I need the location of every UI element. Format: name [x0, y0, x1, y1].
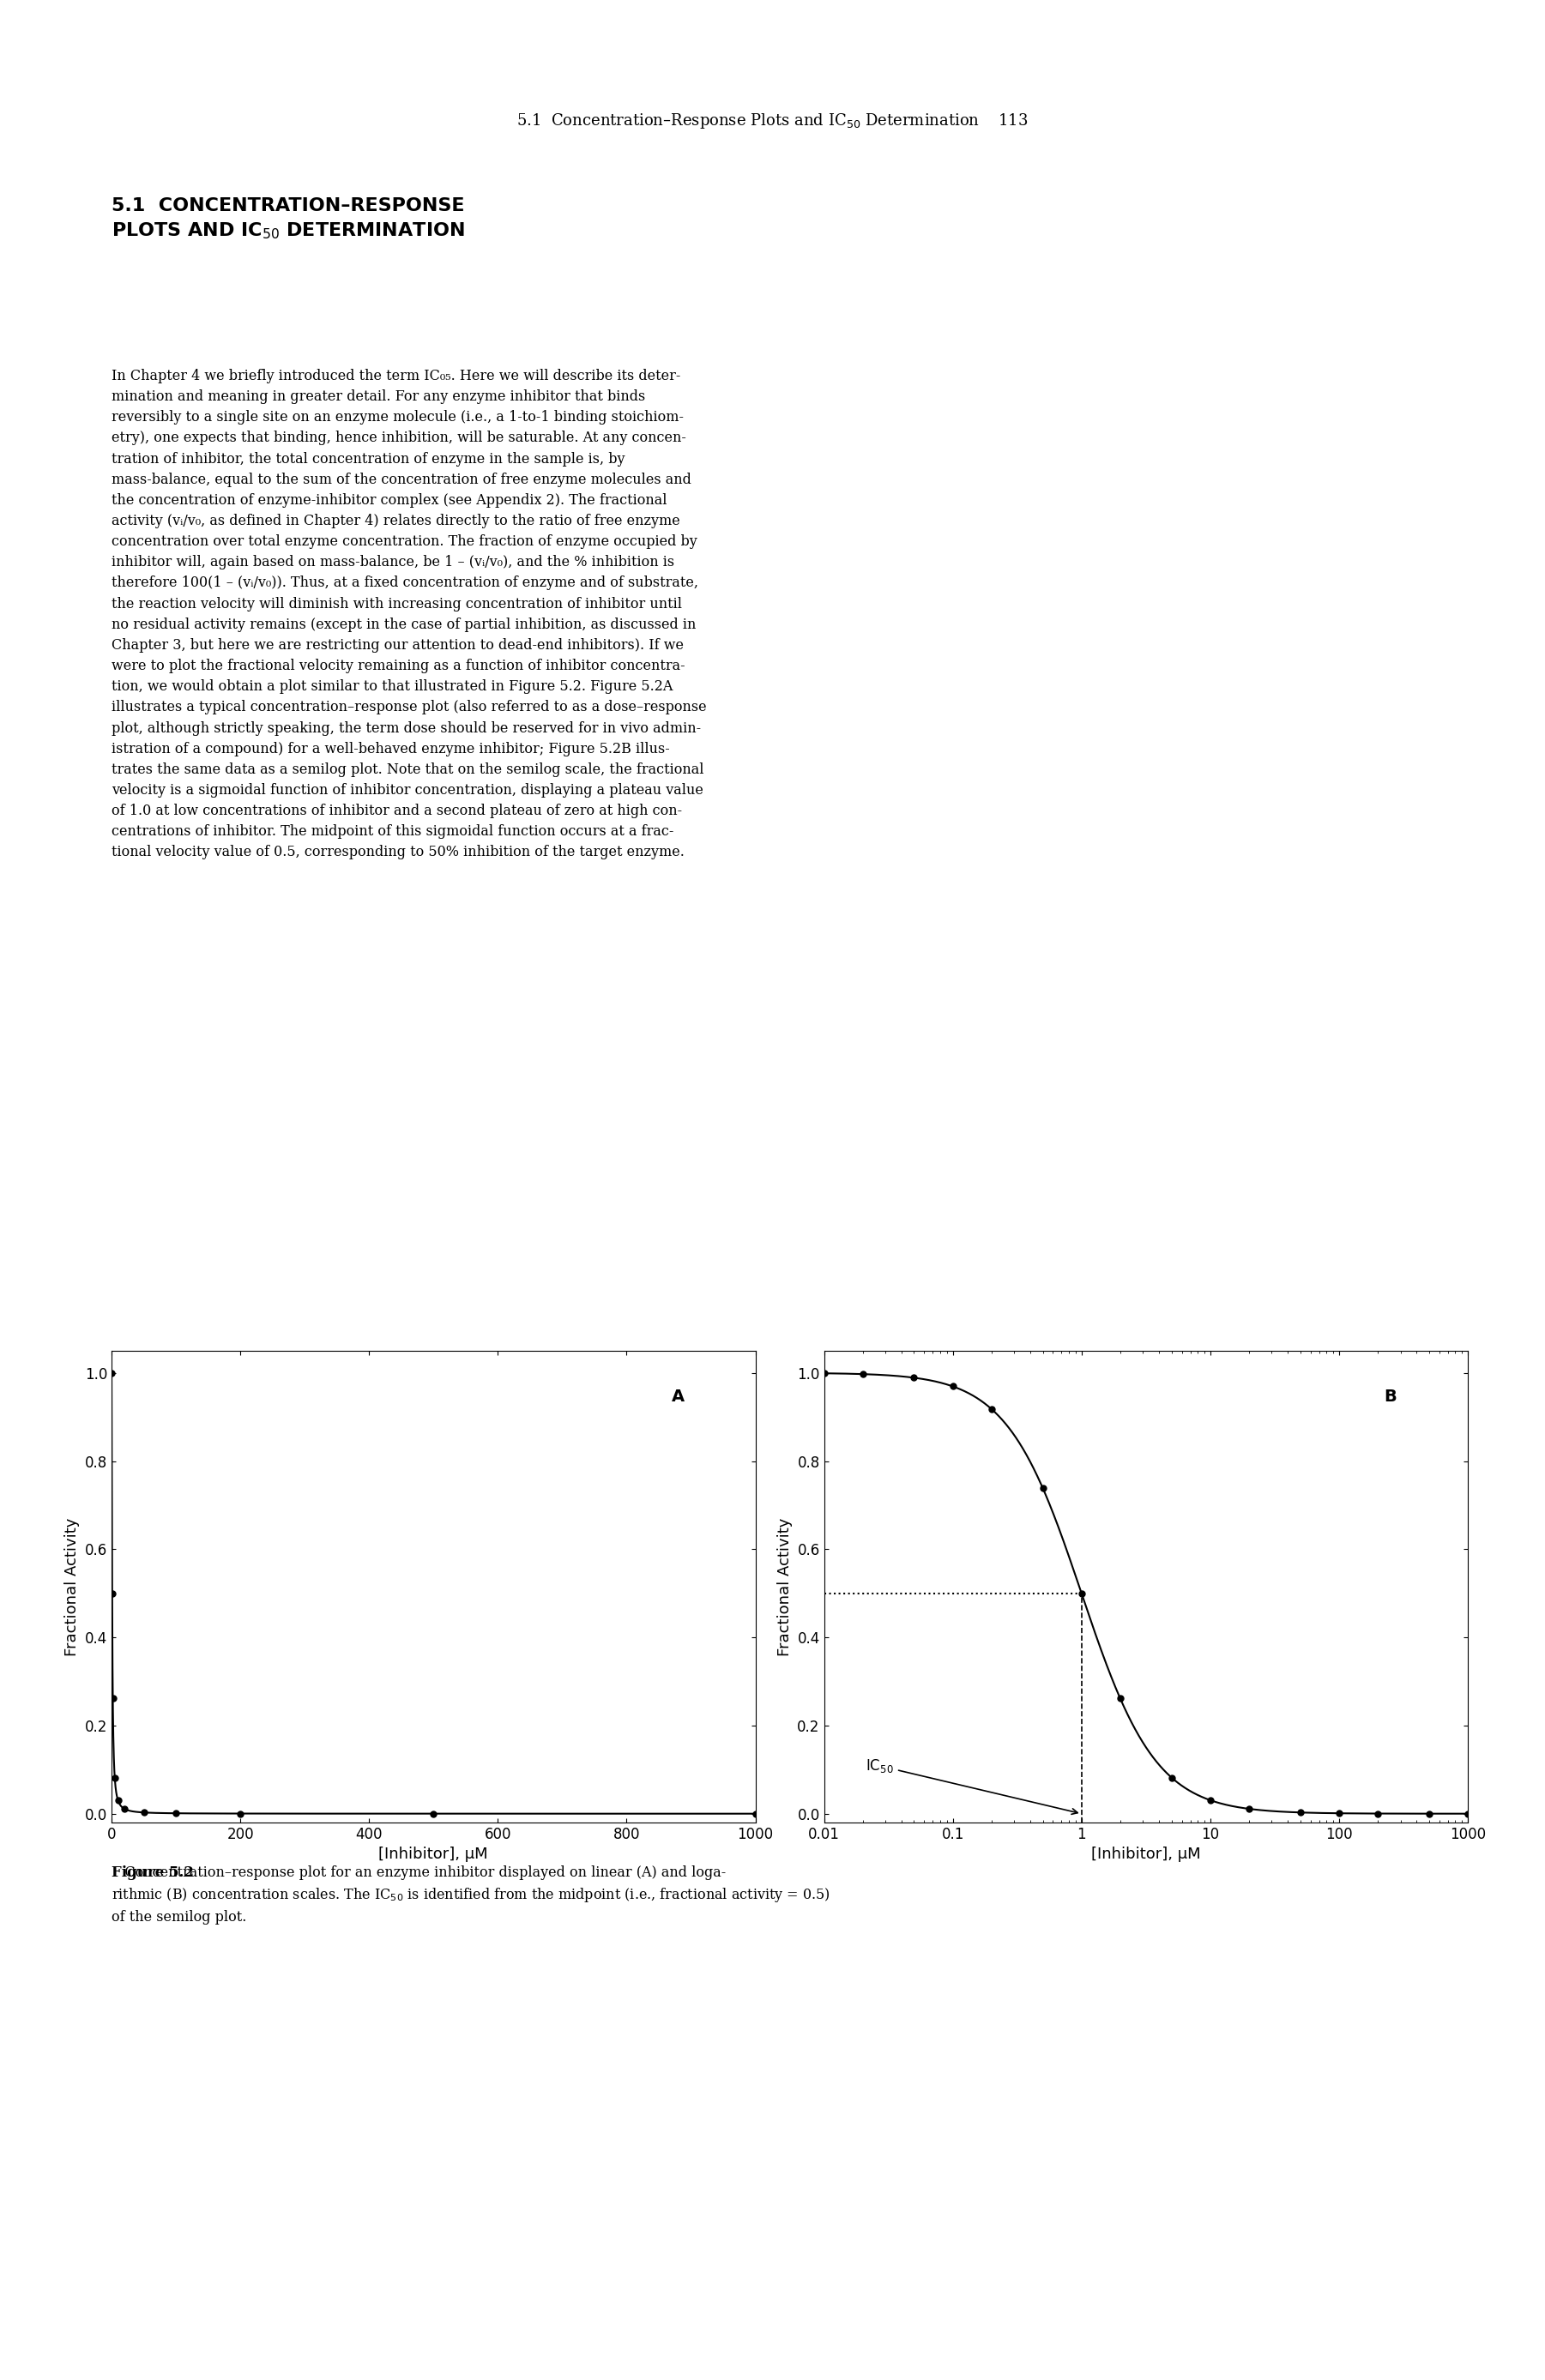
X-axis label: [Inhibitor], μM: [Inhibitor], μM	[1091, 1847, 1200, 1861]
Y-axis label: Fractional Activity: Fractional Activity	[777, 1518, 793, 1656]
Text: Concentration–response plot for an enzyme inhibitor displayed on linear (A) and : Concentration–response plot for an enzym…	[111, 1866, 830, 1925]
Text: IC$_{50}$: IC$_{50}$	[865, 1756, 1077, 1814]
Text: B: B	[1384, 1388, 1397, 1404]
Text: 5.1  CONCENTRATION–RESPONSE
PLOTS AND IC$_{50}$ DETERMINATION: 5.1 CONCENTRATION–RESPONSE PLOTS AND IC$…	[111, 198, 465, 240]
Text: 5.1  Concentration–Response Plots and IC$_{50}$ Determination    113: 5.1 Concentration–Response Plots and IC$…	[516, 112, 1029, 131]
Text: In Chapter 4 we briefly introduced the term IC₀₅. Here we will describe its dete: In Chapter 4 we briefly introduced the t…	[111, 369, 706, 859]
Y-axis label: Fractional Activity: Fractional Activity	[65, 1518, 80, 1656]
Text: A: A	[672, 1388, 684, 1404]
X-axis label: [Inhibitor], μM: [Inhibitor], μM	[379, 1847, 488, 1861]
Text: Figure 5.2: Figure 5.2	[111, 1866, 193, 1880]
